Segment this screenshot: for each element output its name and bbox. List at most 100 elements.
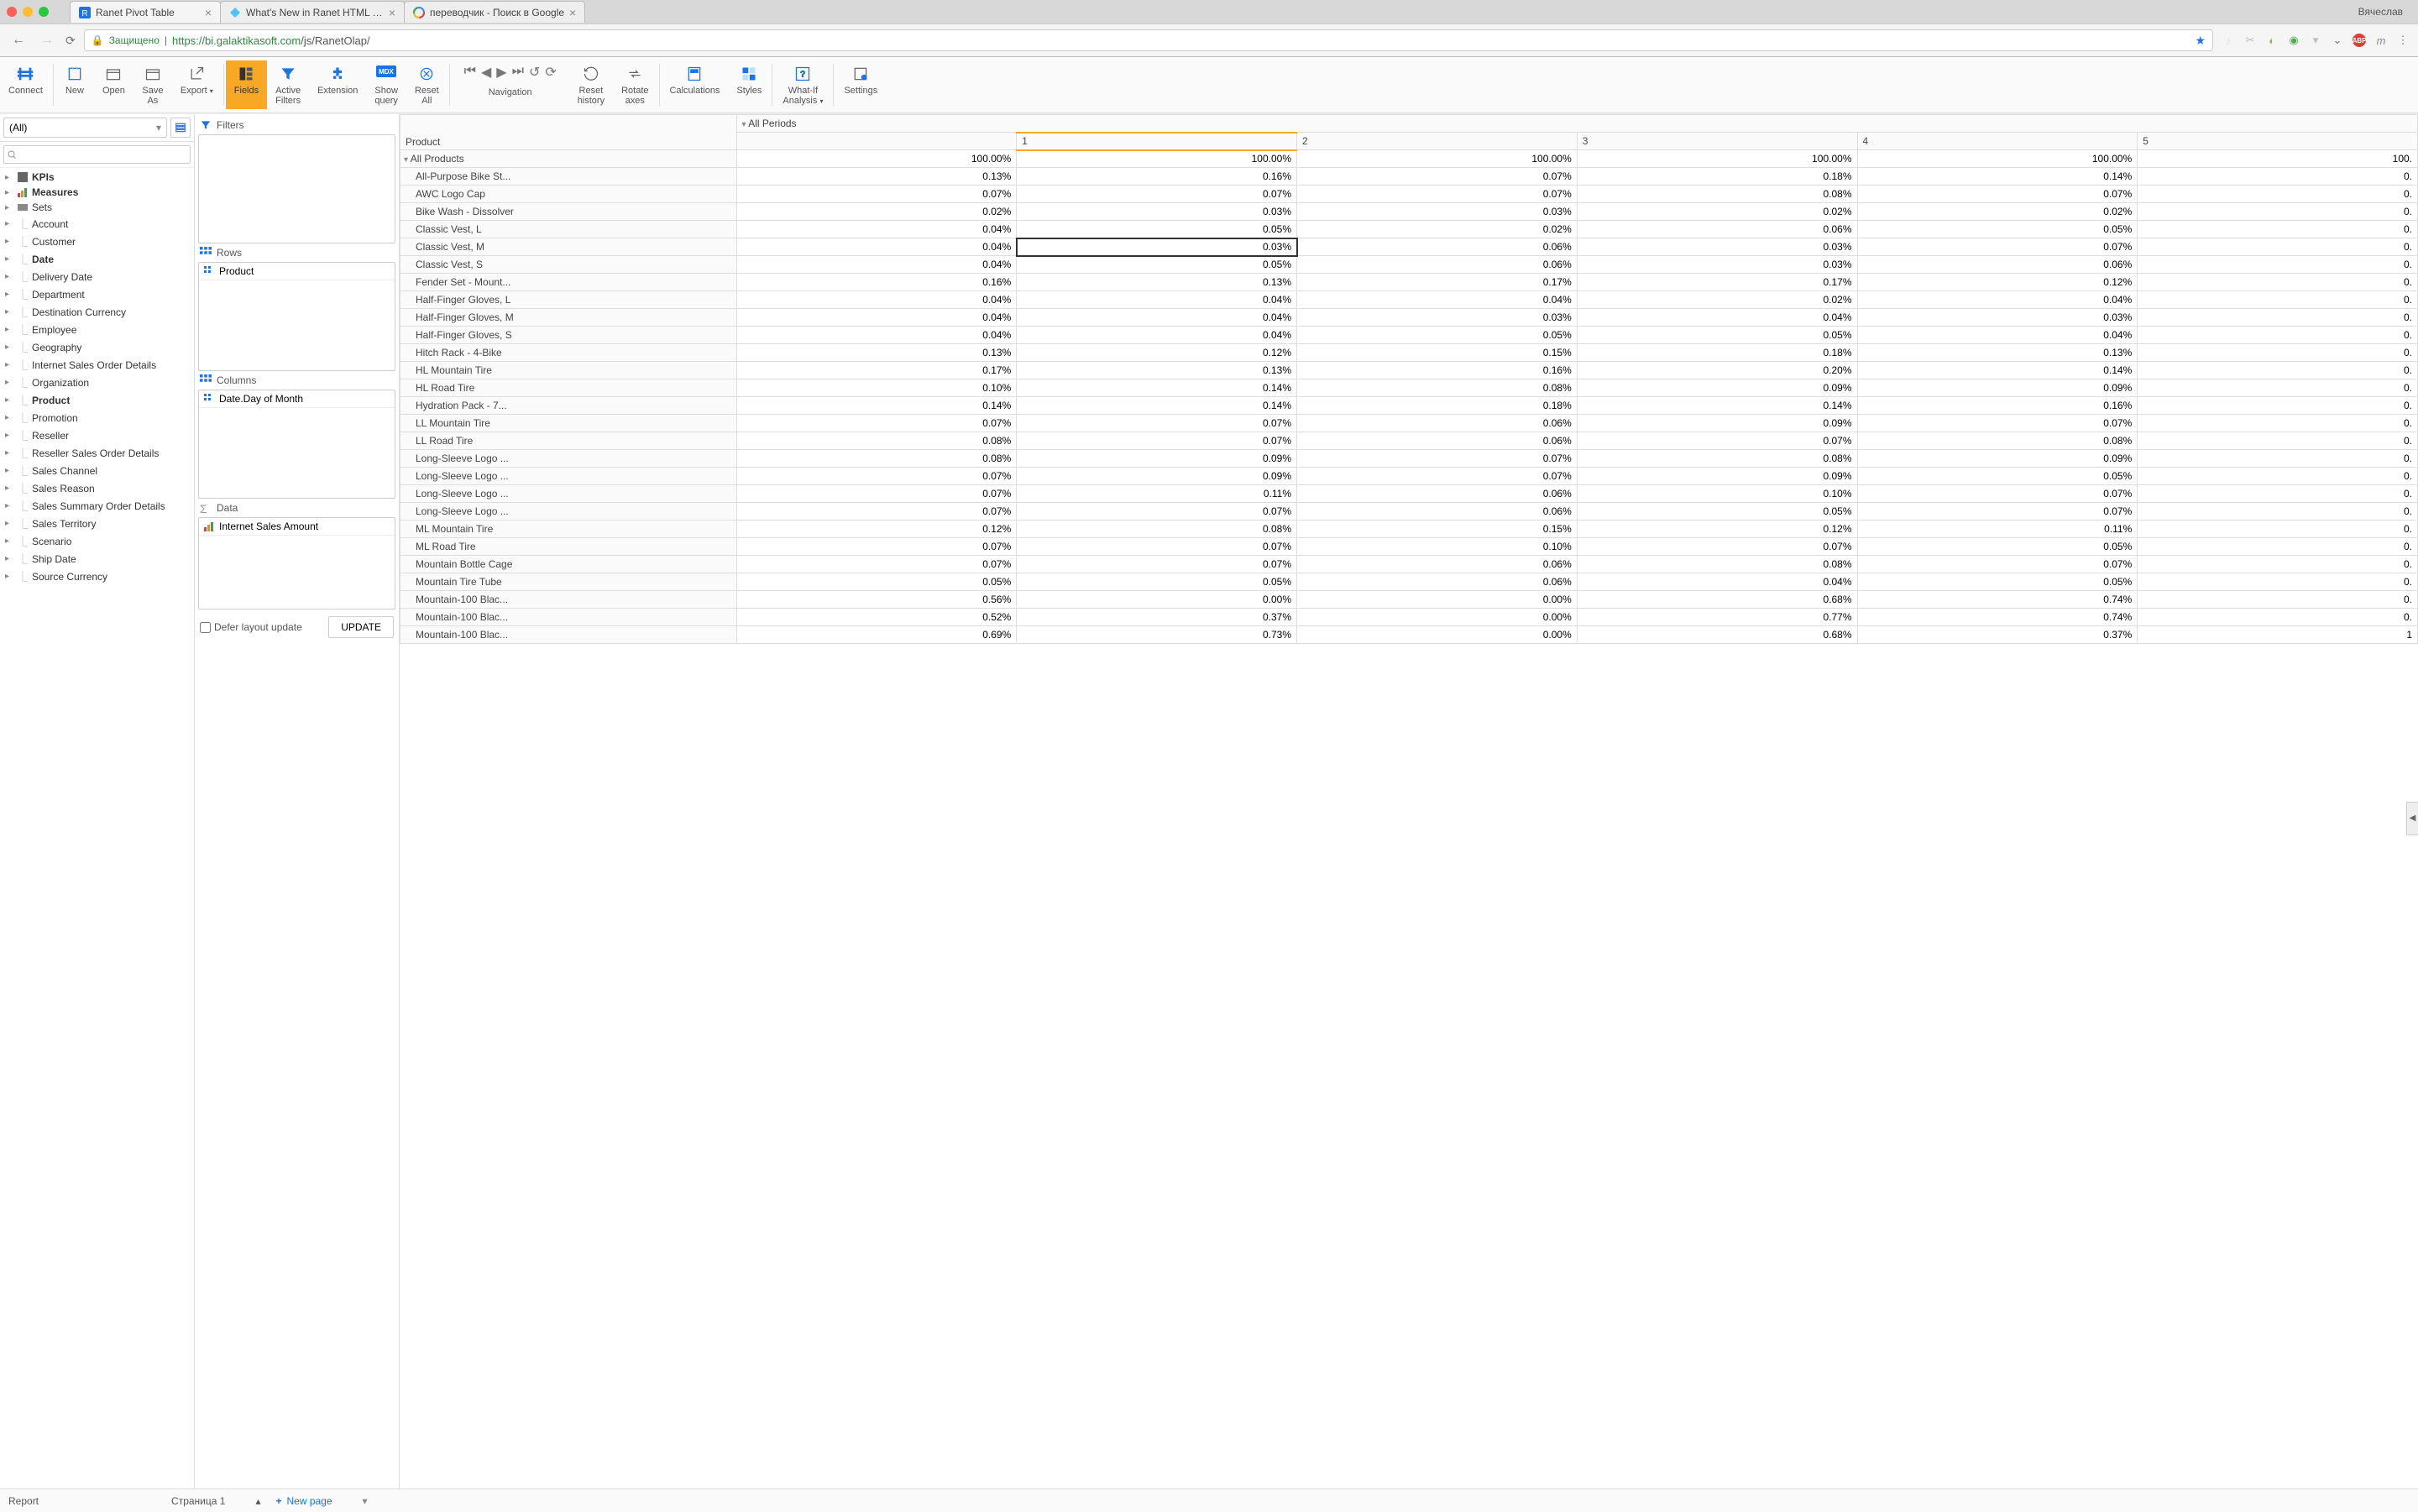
pivot-cell[interactable]: 0. [2138,238,2418,256]
pivot-cell[interactable]: 0.02% [1577,291,1857,309]
pivot-cell[interactable]: 0.13% [1857,344,2138,362]
pivot-cell[interactable]: 0.05% [1857,468,2138,485]
adblock-icon[interactable]: ABP [2353,34,2366,47]
ext-icon-2[interactable]: ✂ [2243,34,2257,47]
pivot-cell[interactable]: 0.14% [1857,168,2138,186]
row-header[interactable]: LL Mountain Tire [400,415,737,432]
pivot-cell[interactable]: 0. [2138,168,2418,186]
rows-dropzone[interactable]: Product [198,262,395,371]
pivot-cell[interactable]: 0.08% [736,450,1017,468]
pivot-cell[interactable]: 0.03% [1577,256,1857,274]
tree-caret-icon[interactable]: ▸ [5,378,13,387]
tab-close-icon[interactable]: × [389,6,395,19]
pivot-cell[interactable]: 0.05% [1017,573,1297,591]
pivot-cell[interactable]: 0. [2138,327,2418,344]
pivot-cell[interactable]: 0.00% [1297,609,1578,626]
tree-caret-icon[interactable]: ▸ [5,272,13,281]
pivot-cell[interactable]: 0. [2138,450,2418,468]
pivot-cell[interactable]: 0.04% [1577,309,1857,327]
pivot-cell[interactable]: 100. [2138,150,2418,168]
pivot-cell[interactable]: 0.07% [1577,432,1857,450]
tree-item[interactable]: ▸⎿Delivery Date [0,268,194,285]
tree-item[interactable]: ▸⎿Sales Reason [0,479,194,497]
pivot-cell[interactable]: 0. [2138,379,2418,397]
menu-icon[interactable]: ⋮ [2396,34,2410,47]
row-header[interactable]: Bike Wash - Dissolver [400,203,737,221]
pivot-cell[interactable]: 0. [2138,432,2418,450]
row-header[interactable]: HL Road Tire [400,379,737,397]
pivot-cell[interactable]: 0.10% [1297,538,1578,556]
row-header[interactable]: Hydration Pack - 7... [400,397,737,415]
tree-item[interactable]: ▸⎿Sales Channel [0,462,194,479]
nav-prev-button[interactable]: ◀ [481,64,491,81]
pivot-cell[interactable]: 0.56% [736,591,1017,609]
pivot-cell[interactable]: 0.05% [1297,327,1578,344]
pivot-cell[interactable]: 100.00% [1577,150,1857,168]
pivot-cell[interactable]: 0.02% [1297,221,1578,238]
row-header[interactable]: Classic Vest, S [400,256,737,274]
row-header[interactable]: Classic Vest, L [400,221,737,238]
pivot-cell[interactable]: 0.17% [1577,274,1857,291]
tree-caret-icon[interactable]: ▸ [5,572,13,581]
pivot-cell[interactable]: 0.08% [1017,521,1297,538]
col-header[interactable]: 3 [1577,133,1857,150]
tree-caret-icon[interactable]: ▸ [5,290,13,299]
tree-item[interactable]: ▸KPIs [0,170,194,185]
tree-item[interactable]: ▸⎿Geography [0,338,194,356]
pivot-cell[interactable]: 0.15% [1297,344,1578,362]
pivot-cell[interactable]: 0.07% [1017,186,1297,203]
tree-item[interactable]: ▸Measures [0,185,194,200]
pivot-cell[interactable]: 0.07% [1857,503,2138,521]
pivot-cell[interactable]: 0.13% [736,168,1017,186]
pivot-cell[interactable]: 0.16% [736,274,1017,291]
pivot-cell[interactable]: 0.07% [1297,450,1578,468]
pivot-cell[interactable]: 0. [2138,591,2418,609]
pivot-cell[interactable]: 0.00% [1297,591,1578,609]
pivot-cell[interactable]: 0.16% [1857,397,2138,415]
pivot-cell[interactable]: 0. [2138,344,2418,362]
pivot-cell[interactable]: 0.06% [1857,256,2138,274]
tree-caret-icon[interactable]: ▸ [5,325,13,334]
tree-caret-icon[interactable]: ▸ [5,484,13,493]
defer-update-checkbox[interactable]: Defer layout update [200,621,302,633]
filters-dropzone[interactable] [198,134,395,243]
reset-all-button[interactable]: ResetAll [406,60,447,109]
row-header[interactable]: All-Purpose Bike St... [400,168,737,186]
tab-close-icon[interactable]: × [205,6,212,19]
ext-icon-5[interactable]: ▾ [2309,34,2322,47]
pivot-cell[interactable]: 0.09% [1577,468,1857,485]
row-header[interactable]: ML Road Tire [400,538,737,556]
pivot-cell[interactable]: 0.04% [1297,291,1578,309]
pivot-cell[interactable]: 0.07% [1857,238,2138,256]
dropzone-item[interactable]: Date.Day of Month [199,390,395,408]
pivot-cell[interactable]: 0.07% [1017,538,1297,556]
pivot-cell[interactable]: 0.18% [1577,168,1857,186]
pivot-cell[interactable]: 0. [2138,256,2418,274]
pivot-cell[interactable]: 0.06% [1297,485,1578,503]
pivot-cell[interactable]: 0.07% [736,468,1017,485]
new-button[interactable]: New [55,60,94,109]
field-search-input[interactable] [3,145,191,164]
col-header[interactable]: 1 [1017,133,1297,150]
pivot-cell[interactable]: 0.09% [1857,379,2138,397]
pivot-cell[interactable]: 0.12% [1017,344,1297,362]
pivot-cell[interactable]: 0.05% [1017,221,1297,238]
pivot-cell[interactable]: 0.14% [1017,397,1297,415]
pivot-cell[interactable]: 0.18% [1577,344,1857,362]
pivot-cell[interactable]: 0. [2138,573,2418,591]
tree-item[interactable]: ▸⎿Sales Summary Order Details [0,497,194,515]
cube-selector[interactable]: (All) ▾ [3,118,167,138]
tree-caret-icon[interactable]: ▸ [5,343,13,352]
tree-caret-icon[interactable]: ▸ [5,395,13,405]
pivot-cell[interactable]: 0.04% [1017,309,1297,327]
tree-caret-icon[interactable]: ▸ [5,203,13,212]
pivot-cell[interactable]: 0.05% [1017,256,1297,274]
pivot-cell[interactable]: 100.00% [1017,150,1297,168]
columns-dropzone[interactable]: Date.Day of Month [198,390,395,499]
active-filters-button[interactable]: ActiveFilters [267,60,309,109]
pivot-cell[interactable]: 0.11% [1857,521,2138,538]
tree-item[interactable]: ▸⎿Promotion [0,409,194,426]
pivot-cell[interactable]: 0.14% [1577,397,1857,415]
pivot-cell[interactable]: 0.06% [1297,256,1578,274]
pivot-cell[interactable]: 0.69% [736,626,1017,644]
